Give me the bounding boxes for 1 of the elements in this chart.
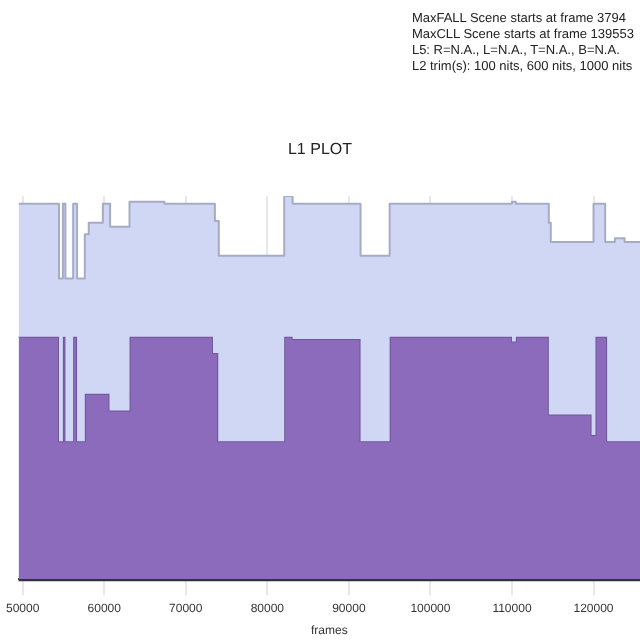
chart-title: L1 PLOT: [285, 140, 354, 158]
